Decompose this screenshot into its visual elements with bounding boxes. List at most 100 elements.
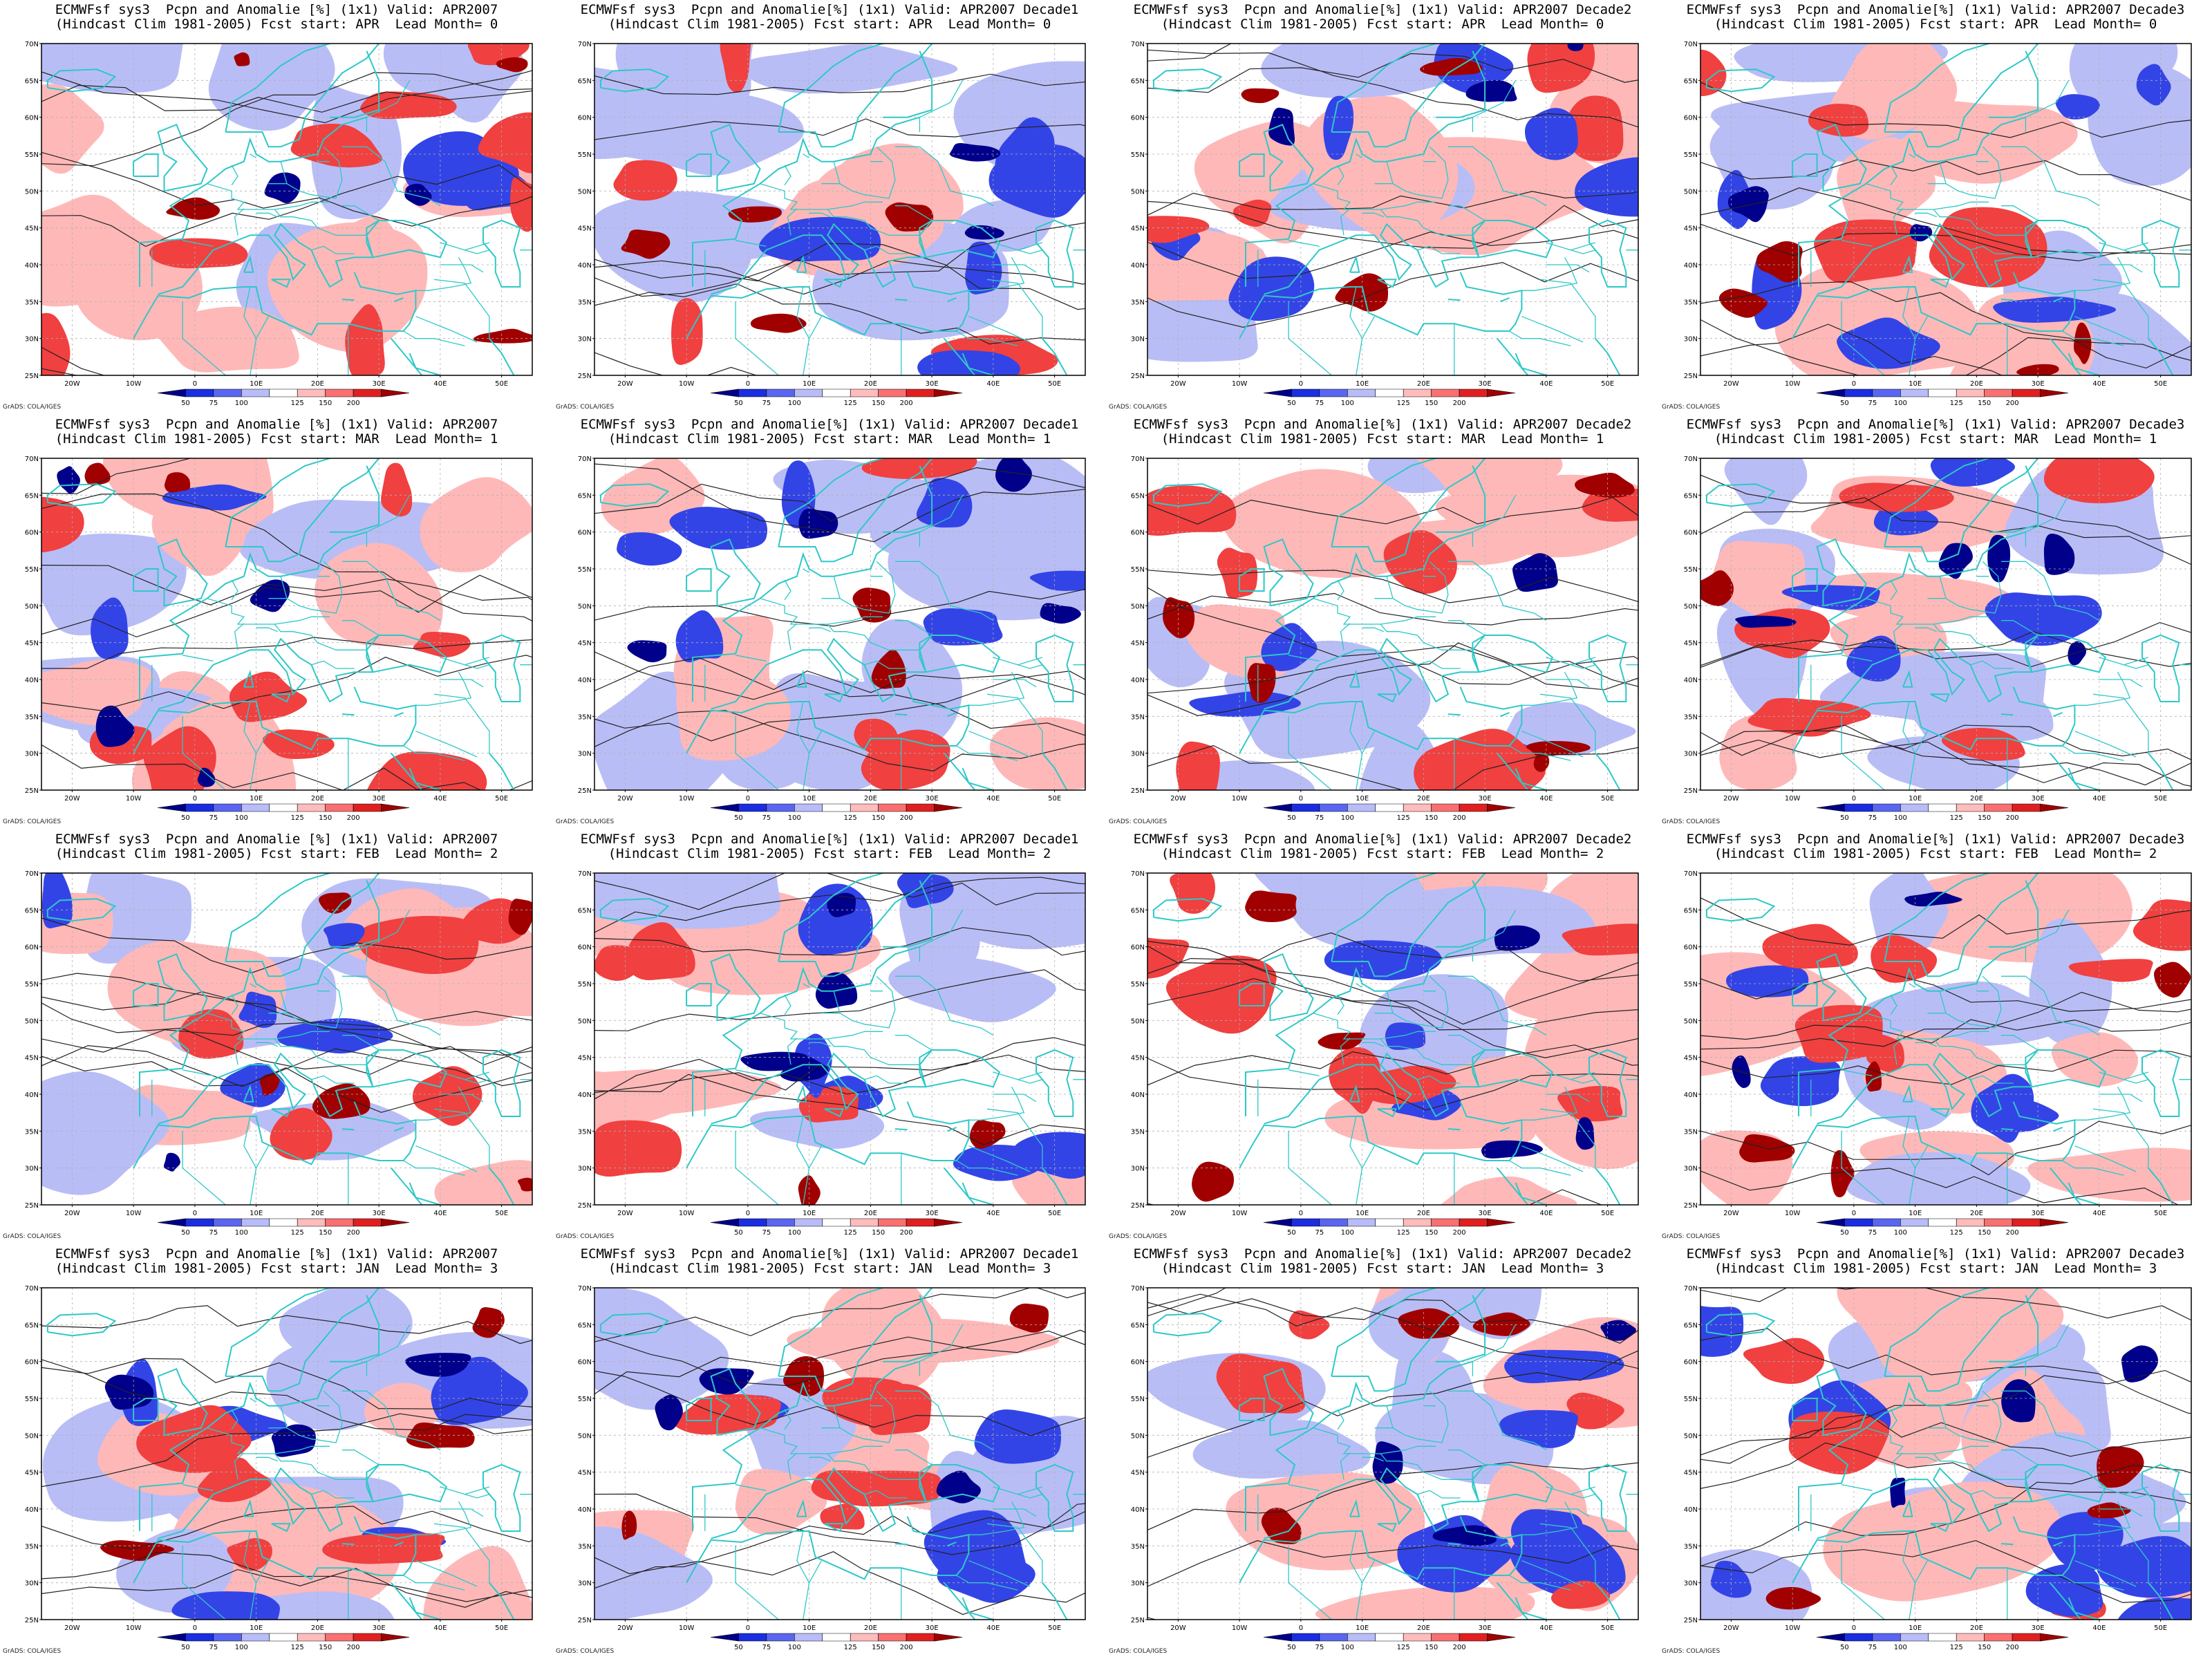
coastline bbox=[330, 50, 380, 118]
coastline bbox=[710, 953, 761, 1022]
colorbar-tick-label: 75 bbox=[1315, 1644, 1324, 1651]
colorbar-tick-label: 75 bbox=[762, 400, 771, 407]
lat-label: 55N bbox=[578, 151, 592, 159]
coastline bbox=[1902, 669, 1913, 688]
lat-label: 35N bbox=[25, 1128, 39, 1136]
precip-contour bbox=[594, 873, 1085, 910]
lat-label: 40N bbox=[25, 1506, 39, 1514]
country-border bbox=[2179, 1079, 2191, 1109]
colorbar-swatch bbox=[2012, 388, 2041, 397]
coastline bbox=[686, 568, 712, 592]
lat-label: 70N bbox=[25, 456, 39, 463]
country-border bbox=[2099, 679, 2143, 688]
colorbar-swatch bbox=[1319, 803, 1348, 812]
anomaly-region bbox=[1747, 697, 1871, 737]
colorbar-tick-label: 125 bbox=[844, 1229, 857, 1237]
coastline bbox=[46, 68, 117, 93]
lon-label: 10W bbox=[679, 1624, 695, 1632]
lon-label: 10E bbox=[1909, 1210, 1922, 1217]
country-border bbox=[968, 256, 1025, 291]
lat-label: 50N bbox=[25, 603, 39, 610]
lat-label: 35N bbox=[1131, 713, 1145, 721]
country-border bbox=[956, 745, 1018, 761]
lon-label: 10W bbox=[1785, 1624, 1801, 1632]
colorbar-swatch bbox=[1263, 803, 1292, 812]
lon-label: 10W bbox=[679, 380, 695, 388]
country-border bbox=[280, 975, 343, 1029]
lat-label: 45N bbox=[578, 1055, 592, 1062]
anomaly-region bbox=[852, 588, 892, 623]
anomaly-region bbox=[151, 491, 246, 577]
anomaly-region bbox=[163, 1152, 180, 1172]
lon-label: 20W bbox=[617, 1210, 633, 1217]
coastline bbox=[1042, 753, 1069, 790]
country-border bbox=[1909, 983, 1915, 988]
anomaly-region bbox=[164, 472, 191, 493]
country-border bbox=[256, 731, 269, 754]
precip-contour bbox=[41, 165, 532, 247]
precip-contour bbox=[41, 72, 532, 167]
country-border bbox=[784, 579, 791, 601]
anomaly-region bbox=[1414, 729, 1546, 790]
lat-label: 55N bbox=[1684, 566, 1698, 574]
country-border bbox=[968, 1086, 1025, 1121]
coastline bbox=[489, 753, 516, 790]
country-border bbox=[894, 205, 932, 221]
colorbar-tick-label: 100 bbox=[788, 400, 801, 407]
coastline bbox=[1588, 219, 1627, 288]
anomaly-region bbox=[1372, 1441, 1403, 1484]
lat-label: 40N bbox=[1131, 1506, 1145, 1514]
anomaly-region bbox=[953, 1145, 1046, 1181]
colorbar-swatch bbox=[1431, 388, 1460, 397]
country-border bbox=[784, 1409, 791, 1430]
country-border bbox=[1018, 1071, 1043, 1080]
coastline bbox=[2148, 338, 2175, 375]
anomaly-region bbox=[627, 640, 667, 663]
coastline bbox=[944, 338, 976, 375]
lat-label: 60N bbox=[1131, 115, 1145, 122]
coastline bbox=[906, 686, 970, 747]
country-border bbox=[1939, 146, 2002, 199]
lon-label: 50E bbox=[1601, 1210, 1614, 1217]
precip-contour bbox=[594, 1329, 1085, 1395]
lat-label: 40N bbox=[25, 1091, 39, 1099]
coastline bbox=[225, 1288, 380, 1392]
country-border bbox=[520, 250, 532, 280]
map-frame bbox=[1147, 1287, 1639, 1620]
country-border bbox=[968, 316, 1031, 343]
coastline bbox=[2050, 1168, 2082, 1205]
lon-label: 10E bbox=[1909, 380, 1922, 388]
country-border bbox=[1933, 1038, 2026, 1065]
country-border bbox=[986, 1523, 1043, 1583]
anomaly-region bbox=[936, 1470, 981, 1503]
colorbar-tick-label: 150 bbox=[319, 814, 332, 822]
lat-label: 40N bbox=[1131, 1091, 1145, 1099]
country-border bbox=[993, 264, 1037, 273]
lon-label: 10W bbox=[126, 1210, 142, 1217]
coastline bbox=[353, 686, 417, 747]
grads-credit: GrADS: COLA/IGES bbox=[3, 404, 62, 411]
country-border bbox=[1539, 279, 1596, 339]
lat-label: 50N bbox=[1131, 603, 1145, 610]
precip-contour bbox=[1147, 1540, 1638, 1587]
lon-label: 20W bbox=[1723, 1210, 1739, 1217]
country-border bbox=[1915, 1456, 1937, 1462]
country-border bbox=[1546, 264, 1590, 273]
grads-credit: GrADS: COLA/IGES bbox=[3, 1233, 62, 1240]
colorbar-tick-label: 75 bbox=[762, 1229, 771, 1237]
country-border bbox=[440, 679, 484, 688]
map-frame bbox=[1700, 43, 2192, 376]
anomaly-region bbox=[621, 1510, 637, 1540]
coastline bbox=[1245, 946, 1473, 1116]
anomaly-region bbox=[995, 117, 1055, 203]
anomaly-region bbox=[1735, 615, 1797, 628]
coastline bbox=[686, 1116, 957, 1169]
colorbar-swatch bbox=[1459, 388, 1488, 397]
country-border bbox=[1890, 165, 1897, 186]
anomaly-region bbox=[624, 922, 695, 980]
anomaly-region bbox=[1985, 592, 2102, 646]
colorbar-tick-label: 125 bbox=[844, 1644, 857, 1651]
country-border bbox=[1313, 1427, 1436, 1454]
lon-label: 10E bbox=[803, 795, 816, 803]
